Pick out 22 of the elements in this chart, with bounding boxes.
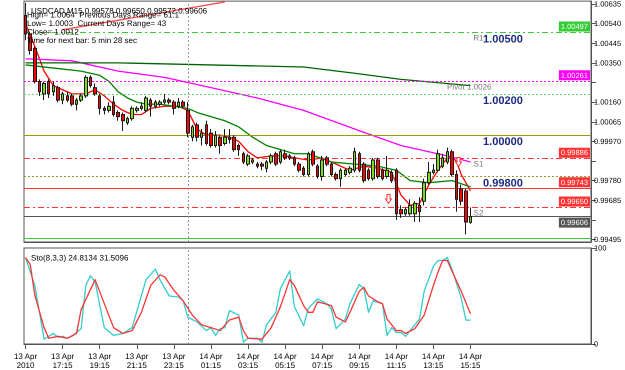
x-tick-label: 13 Apr 23:15: [162, 352, 186, 370]
x-tick-label: 13 Apr 21:15: [125, 352, 149, 370]
x-tick-label: 13 Apr 17:15: [51, 352, 75, 370]
x-tick-label: 14 Apr 15:15: [458, 352, 482, 370]
x-tick-label: 14 Apr 09:15: [348, 352, 372, 370]
annotation: S2: [474, 208, 484, 218]
annotation: 0.99800: [483, 178, 523, 190]
annotation: 1.00200: [483, 94, 523, 107]
x-tick-label: 14 Apr 13:15: [422, 352, 446, 370]
annotation: R1: [473, 34, 484, 43]
x-tick-label: 14 Apr 07:15: [310, 352, 334, 370]
annotation: Pivot 1.0026: [446, 82, 492, 92]
x-tick-label: 14 Apr 11:15: [384, 352, 408, 370]
text: Sto(8,3,3) 24.8134 31.5096: [31, 254, 129, 262]
x-tick-label: 14 Apr 01:15: [199, 352, 223, 370]
annotation: 1.00500: [483, 34, 523, 46]
x-tick-label: 14 Apr 03:15: [236, 352, 260, 370]
x-tick-label: 14 Apr 05:15: [274, 352, 297, 370]
annotation: 1.00000: [483, 136, 523, 148]
annotation: S1: [474, 160, 484, 169]
x-tick-label: 13 Apr 2010: [14, 352, 38, 370]
x-tick-label: 13 Apr 19:15: [88, 352, 112, 370]
